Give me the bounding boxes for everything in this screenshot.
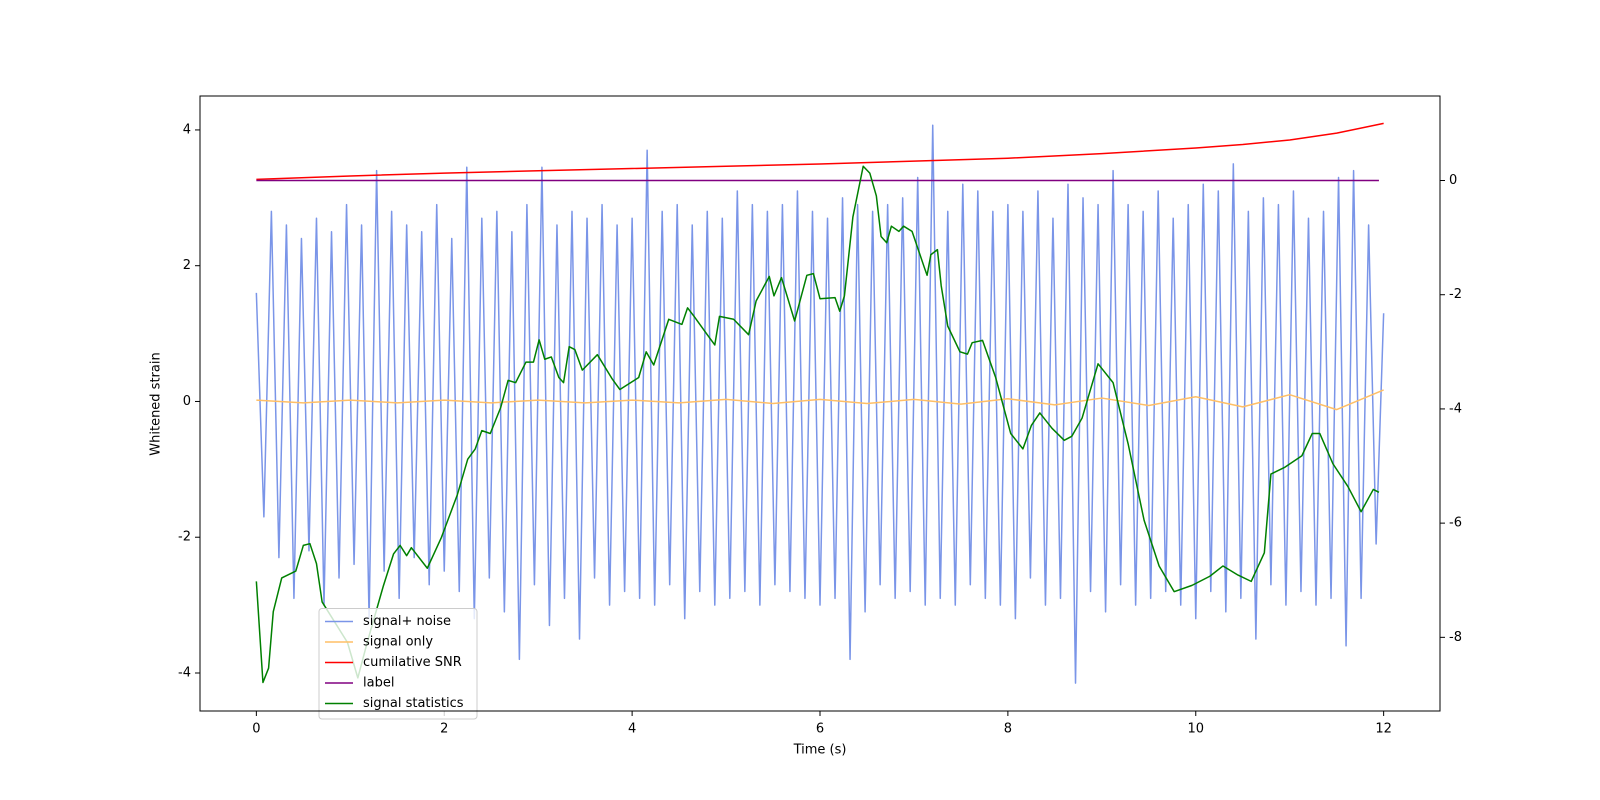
- axes-frame: [199, 95, 1441, 712]
- x-tick-label: 0: [252, 722, 260, 737]
- y2-tick-label: -8: [1449, 630, 1462, 645]
- y2-tick-label: -2: [1449, 287, 1462, 302]
- plot-area: [255, 122, 1385, 684]
- x-tick-label: 8: [1004, 722, 1012, 737]
- legend-label: signal only: [363, 635, 433, 650]
- y-tick-label: -2: [178, 530, 191, 545]
- x-tick-label: 12: [1375, 722, 1392, 737]
- legend-label: signal+ noise: [363, 614, 451, 629]
- legend: signal+ noise signal only cumilative SNR la…: [318, 608, 478, 720]
- y-tick-label: 2: [183, 258, 191, 273]
- y-axis-label: Whitened strain: [149, 352, 164, 455]
- y2-tick-label: 0: [1449, 173, 1457, 188]
- x-tick-label: 2: [440, 722, 448, 737]
- legend-label: cumilative SNR: [363, 655, 462, 670]
- y2-tick-label: -4: [1449, 401, 1462, 416]
- y2-tick-label: -6: [1449, 516, 1462, 531]
- x-tick-label: 6: [816, 722, 824, 737]
- x-tick-label: 10: [1187, 722, 1204, 737]
- y-tick-label: -4: [178, 665, 191, 680]
- series-line: [256, 389, 1384, 411]
- legend-label: signal statistics: [363, 696, 464, 711]
- series-line: [256, 122, 1384, 181]
- series-line: [255, 124, 1385, 684]
- legend-label: label: [363, 676, 394, 691]
- x-axis-label: Time (s): [793, 743, 847, 758]
- legend-box: [318, 608, 478, 720]
- y-tick-label: 4: [183, 122, 191, 137]
- series-line: [255, 165, 1380, 684]
- x-tick-label: 4: [628, 722, 636, 737]
- y-tick-label: 0: [183, 394, 191, 409]
